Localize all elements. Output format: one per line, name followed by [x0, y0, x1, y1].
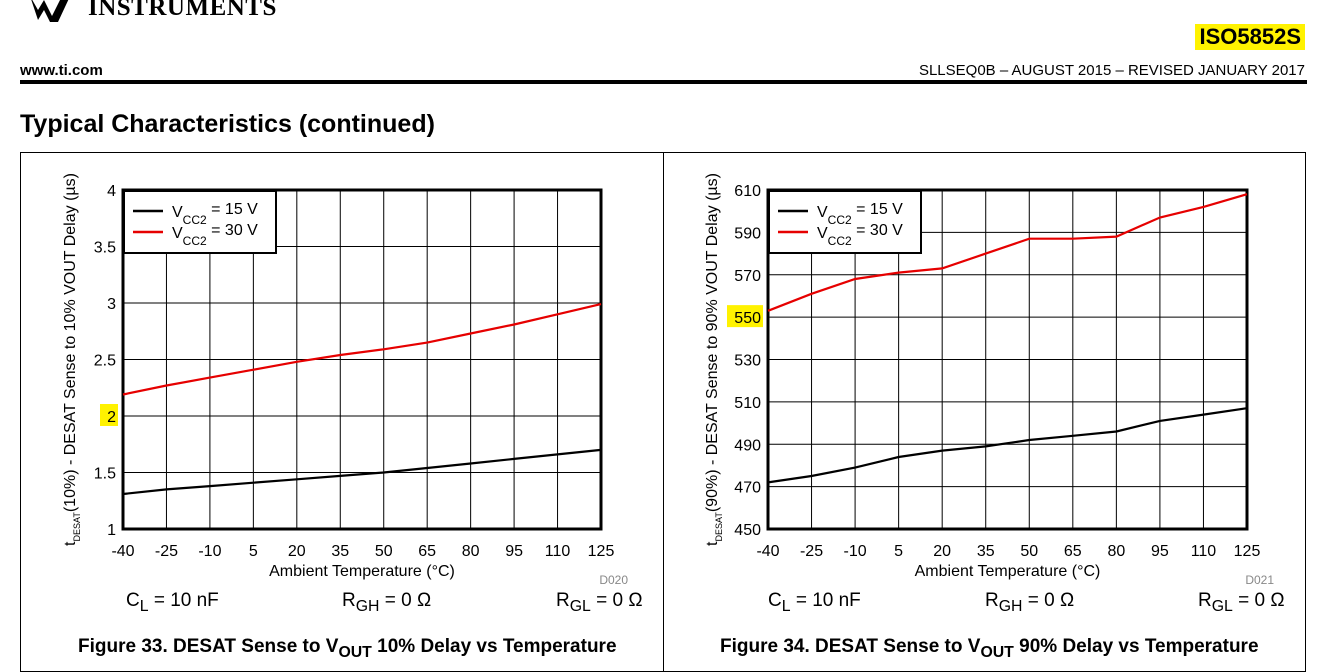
chart-figure-33: -40 -25 -10 5 20 35 50 65 80 95 110 125 1 1.5 2 2.5 3 3.5… — [62, 173, 628, 587]
x-tick-label: -40 — [756, 543, 779, 560]
x-tick-label: 110 — [1191, 543, 1217, 560]
y-tick-label: 3.5 — [94, 240, 116, 257]
x-tick-label: 65 — [418, 543, 436, 560]
y-tick-label: 2.5 — [94, 353, 116, 370]
tick-highlight — [100, 404, 118, 426]
x-tick-label: -25 — [800, 543, 823, 560]
y-tick-label: 4 — [107, 183, 116, 200]
x-tick-label: -25 — [155, 543, 178, 560]
figure-code: D020 — [599, 573, 628, 587]
x-tick-label: 65 — [1064, 543, 1082, 560]
y-tick-label: 590 — [734, 225, 761, 242]
x-tick-label: 20 — [288, 543, 306, 560]
y-tick-label: 2 — [107, 409, 116, 426]
x-tick-label: 110 — [545, 543, 571, 560]
y-tick-label: 490 — [734, 437, 761, 454]
x-tick-label: 125 — [1234, 543, 1261, 560]
header-rule — [20, 80, 1307, 84]
y-tick-label: 470 — [734, 480, 761, 497]
y-axis-label: tDESAT(10%) - DESAT Sense to 10% VOUT De… — [62, 173, 82, 546]
y-axis-label-group: tDESAT(10%) - DESAT Sense to 10% VOUT De… — [62, 173, 82, 546]
x-axis-label: Ambient Temperature (°C) — [915, 563, 1101, 580]
x-tick-label: -10 — [198, 543, 221, 560]
ti-logo-icon — [31, 0, 69, 22]
x-tick-label: 35 — [331, 543, 349, 560]
series-line-30v — [767, 193, 1248, 312]
y-tick-label: 550 — [734, 310, 761, 327]
x-axis-label: Ambient Temperature (°C) — [269, 563, 455, 580]
x-tick-label: 5 — [894, 543, 903, 560]
legend-entry: VCC2 = 30 V — [817, 222, 903, 248]
legend-box — [768, 190, 922, 254]
series-line-30v — [122, 303, 602, 396]
part-number: ISO5852S — [1195, 24, 1305, 50]
x-tick-label: 125 — [588, 543, 615, 560]
figure-33-caption: Figure 33. DESAT Sense to VOUT 10% Delay… — [78, 636, 617, 661]
x-tick-label: 50 — [375, 543, 393, 560]
y-tick-label: 610 — [734, 183, 761, 200]
x-tick-label: 20 — [933, 543, 951, 560]
x-tick-label: 80 — [462, 543, 480, 560]
x-tick-label: 5 — [249, 543, 258, 560]
x-tick-label: 50 — [1020, 543, 1038, 560]
y-tick-label: 3 — [107, 296, 116, 313]
legend-entry: VCC2 = 15 V — [172, 201, 258, 227]
x-tick-label: 95 — [505, 543, 523, 560]
x-tick-label: 95 — [1151, 543, 1169, 560]
y-axis-label-group: tDESAT(90%) - DESAT Sense to 90% VOUT De… — [704, 173, 724, 546]
condition-cl: CL = 10 nF — [126, 590, 219, 615]
legend-box — [123, 190, 277, 254]
y-tick-label: 570 — [734, 268, 761, 285]
x-tick-label: 80 — [1107, 543, 1125, 560]
website-link[interactable]: www.ti.com — [20, 62, 103, 79]
series-line-15v — [122, 448, 602, 496]
series-line-15v — [767, 407, 1248, 484]
condition-rgh: RGH = 0 Ω — [342, 590, 432, 615]
y-tick-label: 510 — [734, 395, 761, 412]
condition-rgl: RGL = 0 Ω — [1198, 590, 1285, 615]
document-reference: SLLSEQ0B – AUGUST 2015 – REVISED JANUARY… — [918, 62, 1305, 79]
figure-divider — [663, 152, 664, 671]
x-tick-label: -40 — [111, 543, 134, 560]
y-tick-label: 530 — [734, 353, 761, 370]
condition-cl: CL = 10 nF — [768, 590, 861, 615]
plot-frame — [766, 188, 1249, 531]
plot-frame — [121, 188, 603, 531]
x-tick-label: 35 — [977, 543, 995, 560]
x-tick-label: -10 — [844, 543, 867, 560]
figure-34-caption: Figure 34. DESAT Sense to VOUT 90% Delay… — [720, 636, 1259, 661]
y-axis-label: tDESAT(90%) - DESAT Sense to 90% VOUT De… — [704, 173, 724, 546]
condition-rgh: RGH = 0 Ω — [985, 590, 1075, 615]
y-tick-label: 450 — [734, 522, 761, 539]
legend-entry: VCC2 = 15 V — [817, 201, 903, 227]
condition-rgl: RGL = 0 Ω — [556, 590, 643, 615]
legend-entry: VCC2 = 30 V — [172, 222, 258, 248]
y-tick-label: 1.5 — [94, 466, 116, 483]
figure-code: D021 — [1245, 573, 1274, 587]
section-title: Typical Characteristics (continued) — [20, 110, 435, 138]
y-tick-label: 1 — [107, 522, 116, 539]
tick-highlight — [727, 305, 763, 328]
company-name: INSTRUMENTS — [88, 0, 277, 21]
